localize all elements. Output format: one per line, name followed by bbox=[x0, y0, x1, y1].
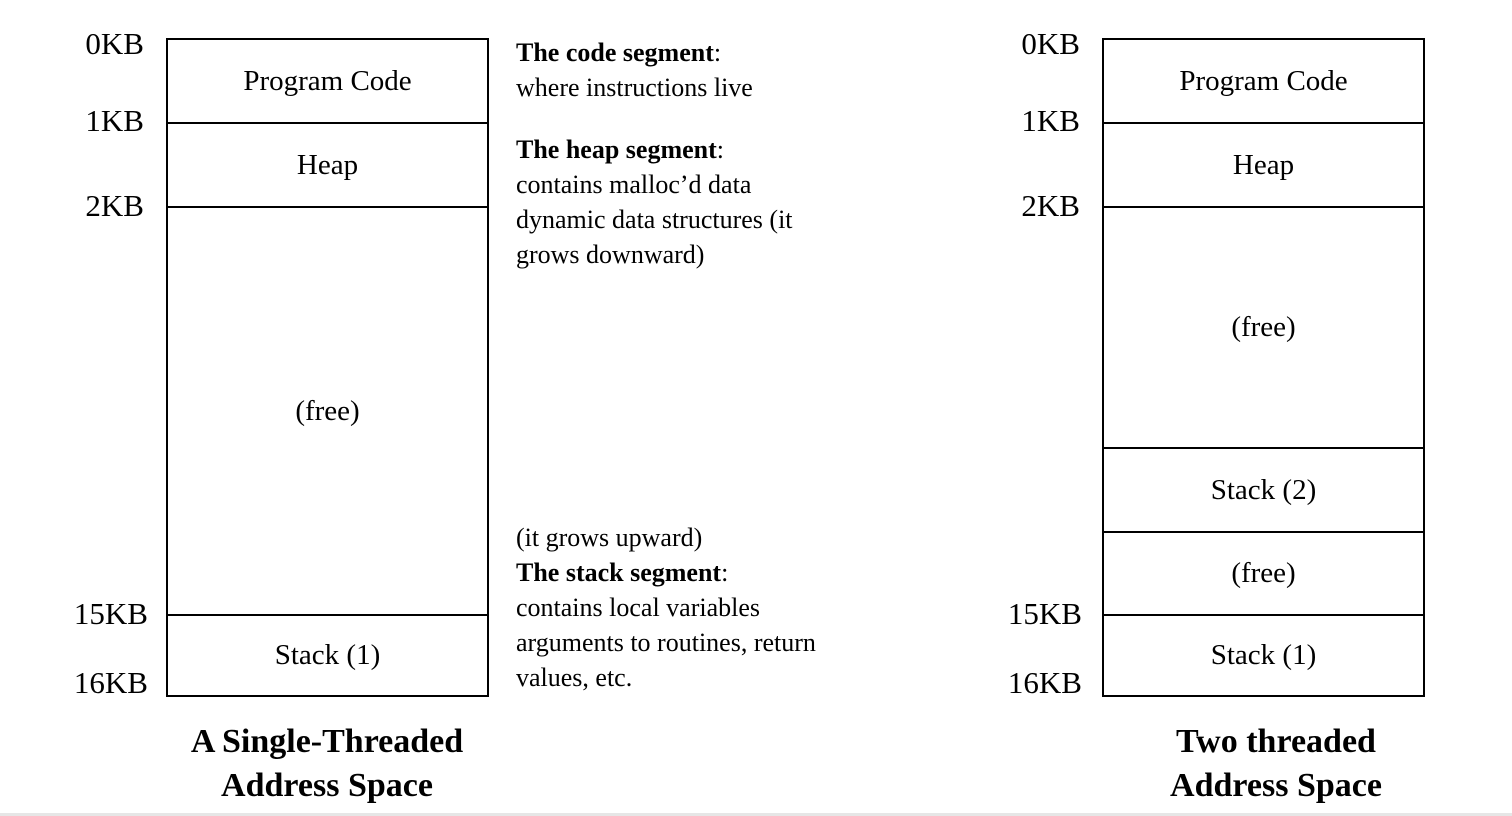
stack-note-line: values, etc. bbox=[516, 663, 633, 692]
heap-label: Heap bbox=[296, 148, 359, 181]
stack-2-segment: Stack (2) bbox=[1104, 449, 1423, 533]
stack-1-label: Stack (1) bbox=[274, 639, 381, 671]
tick-15kb: 15KB bbox=[73, 596, 148, 631]
stack-1-segment: Stack (1) bbox=[168, 616, 487, 695]
free-label: (free) bbox=[1231, 311, 1296, 343]
program-code-label: Program Code bbox=[243, 64, 412, 97]
tick-16kb: 16KB bbox=[1007, 665, 1082, 700]
stack-1-segment: Stack (1) bbox=[1104, 616, 1423, 695]
tick-15kb: 15KB bbox=[1007, 596, 1082, 631]
free-label: (free) bbox=[1231, 557, 1296, 589]
tick-0kb: 0KB bbox=[1021, 26, 1080, 61]
tick-1kb: 1KB bbox=[85, 103, 144, 138]
tick-16kb: 16KB bbox=[73, 665, 148, 700]
free-segment: (free) bbox=[168, 208, 487, 616]
stack-note-pre: (it grows upward) bbox=[516, 523, 703, 552]
bottom-divider bbox=[0, 813, 1512, 816]
program-code-label: Program Code bbox=[1179, 64, 1348, 97]
program-code-segment: Program Code bbox=[168, 40, 487, 124]
tick-2kb: 2KB bbox=[85, 188, 144, 223]
caption-line-1: Two threaded bbox=[1176, 723, 1376, 760]
caption-line-2: Address Space bbox=[1170, 767, 1382, 804]
two-thread-memory-block: Program Code Heap (free) Stack (2) (free… bbox=[1102, 38, 1425, 697]
caption-line-2: Address Space bbox=[221, 767, 433, 804]
heap-note-line: grows downward) bbox=[516, 240, 705, 269]
stack-1-label: Stack (1) bbox=[1210, 639, 1317, 671]
heap-note-title: The heap segment: bbox=[516, 135, 725, 164]
free-segment-lower: (free) bbox=[1104, 533, 1423, 616]
caption-line-1: A Single-Threaded bbox=[190, 723, 464, 760]
heap-segment-note: The heap segment: contains malloc’d data… bbox=[516, 132, 916, 272]
stack-note-title: The stack segment: bbox=[516, 558, 729, 587]
tick-0kb: 0KB bbox=[85, 26, 144, 61]
code-segment-note: The code segment: where instructions liv… bbox=[516, 35, 916, 105]
two-thread-caption: Two threaded Address Space bbox=[1066, 720, 1486, 808]
heap-note-line: dynamic data structures (it bbox=[516, 205, 793, 234]
heap-segment: Heap bbox=[168, 124, 487, 208]
tick-2kb: 2KB bbox=[1021, 188, 1080, 223]
single-thread-caption: A Single-Threaded Address Space bbox=[117, 720, 537, 808]
code-note-title: The code segment: bbox=[516, 38, 722, 67]
heap-segment: Heap bbox=[1104, 124, 1423, 208]
program-code-segment: Program Code bbox=[1104, 40, 1423, 124]
stack-note-line: arguments to routines, return bbox=[516, 628, 816, 657]
stack-note-line: contains local variables bbox=[516, 593, 761, 622]
heap-label: Heap bbox=[1232, 148, 1295, 181]
stack-2-label: Stack (2) bbox=[1210, 473, 1317, 506]
stack-segment-note: (it grows upward) The stack segment: con… bbox=[516, 520, 916, 695]
code-note-line: where instructions live bbox=[516, 73, 753, 102]
tick-1kb: 1KB bbox=[1021, 103, 1080, 138]
free-label: (free) bbox=[295, 394, 360, 427]
single-thread-memory-block: Program Code Heap (free) Stack (1) bbox=[166, 38, 489, 697]
free-segment-upper: (free) bbox=[1104, 208, 1423, 449]
heap-note-line: contains malloc’d data bbox=[516, 170, 752, 199]
